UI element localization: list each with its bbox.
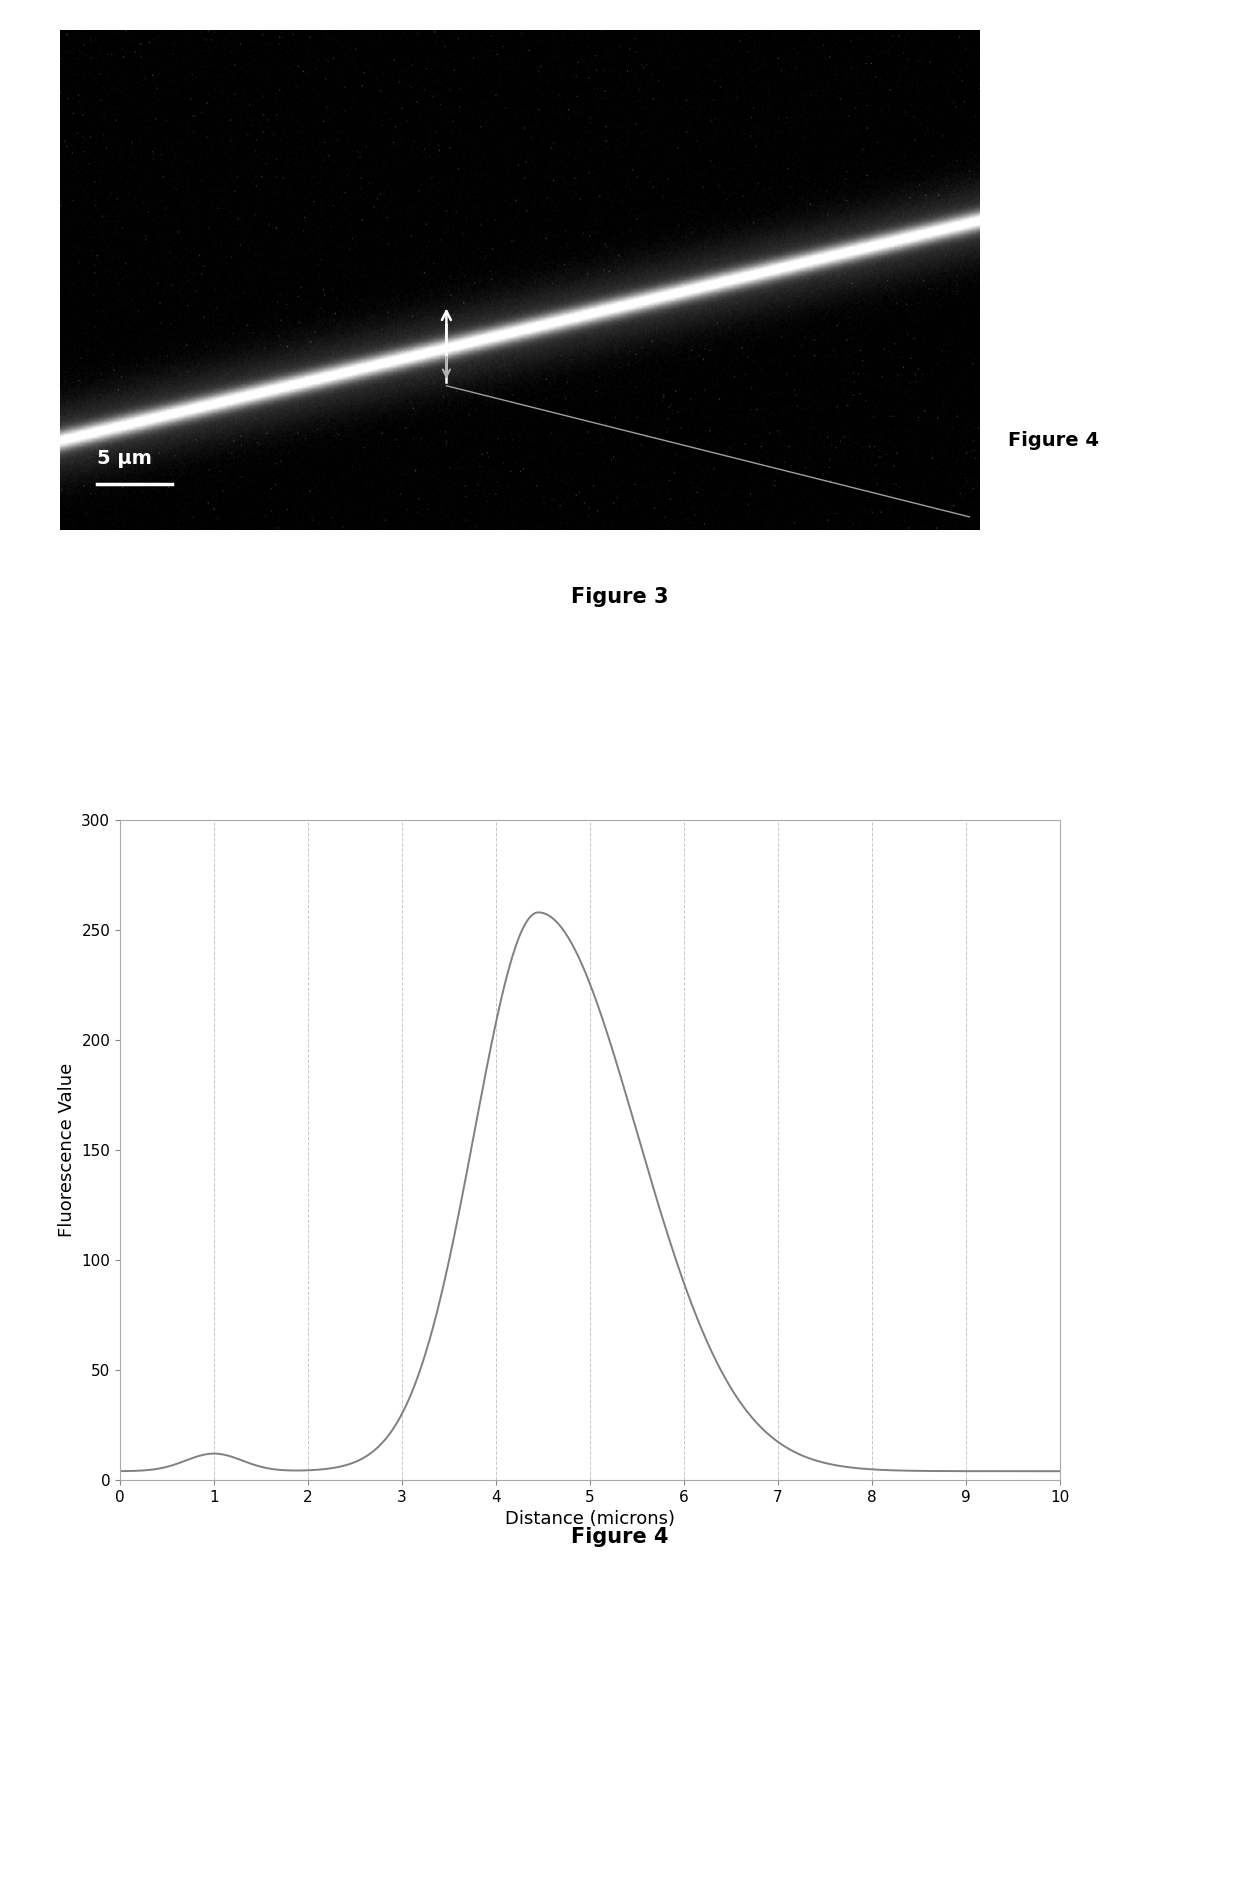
Y-axis label: Fluorescence Value: Fluorescence Value [58, 1063, 76, 1237]
Text: Figure 3: Figure 3 [572, 587, 668, 607]
Text: 5 μm: 5 μm [98, 448, 153, 467]
Text: Figure 4: Figure 4 [572, 1527, 668, 1548]
Text: Figure 4: Figure 4 [1008, 431, 1099, 450]
X-axis label: Distance (microns): Distance (microns) [505, 1510, 675, 1529]
